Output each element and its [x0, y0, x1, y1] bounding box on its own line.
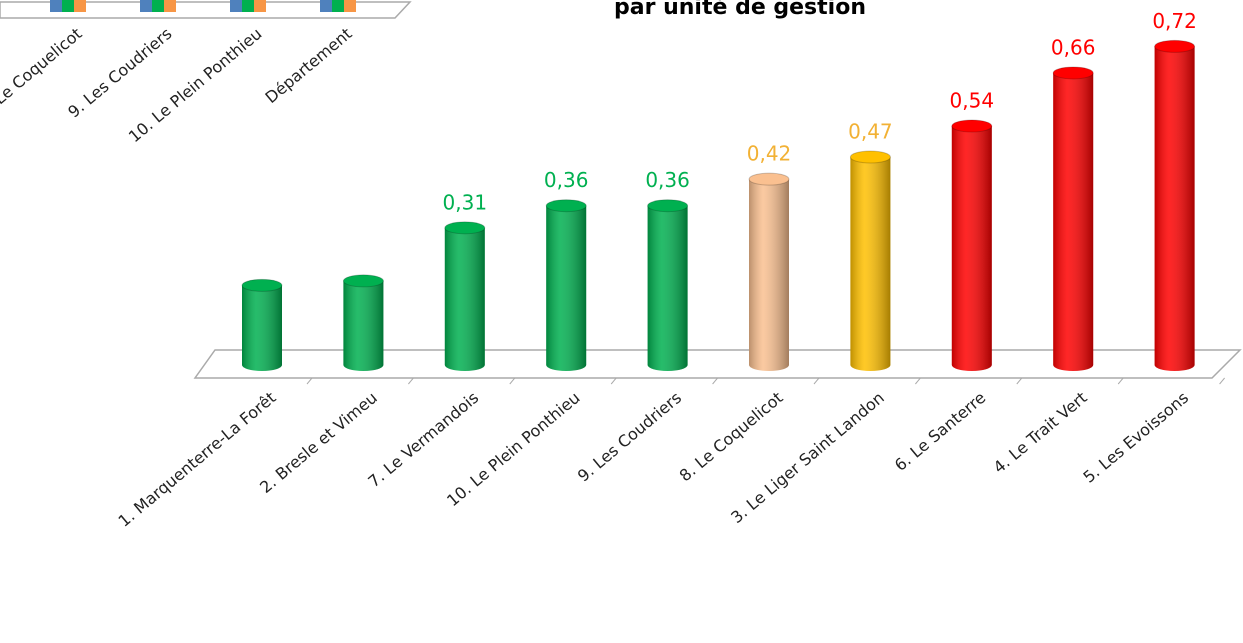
x-tick-label: 5. Les Evoissons: [1079, 388, 1192, 487]
bar-shade: [546, 205, 587, 371]
floor: [0, 1, 412, 19]
bar: [1052, 66, 1094, 371]
tick-mark: [915, 377, 921, 385]
bar-shade: [749, 179, 789, 371]
bar-top: [951, 119, 993, 133]
bar-shade: [850, 157, 891, 371]
bar: [748, 172, 790, 371]
value-label: 0,36: [645, 168, 690, 192]
value-label: 0,54: [950, 89, 995, 113]
tick-mark: [813, 377, 820, 385]
bar-shade: [951, 126, 992, 371]
bar-shade: [1053, 72, 1094, 371]
bar-top: [647, 199, 689, 213]
x-tick-label: 4. Le Trait Vert: [990, 388, 1091, 477]
bar-top: [444, 221, 486, 235]
tick-mark: [712, 377, 718, 385]
bar-top: [1154, 39, 1196, 53]
partial-bars: [50, 0, 356, 12]
tick-mark: [408, 377, 414, 385]
bar-shade: [242, 285, 282, 371]
value-label: 0,31: [443, 190, 488, 214]
tick-mark: [1016, 377, 1023, 385]
bar: [241, 278, 283, 371]
bar-top: [748, 172, 790, 186]
bar-shade: [1154, 46, 1195, 372]
chart-title: par unité de gestion: [614, 0, 866, 20]
bar-top: [1052, 66, 1094, 80]
bar: [342, 274, 384, 371]
x-tick-label: Département: [262, 24, 356, 107]
bar-top: [849, 150, 891, 164]
bar: [951, 119, 993, 371]
value-label: 0,42: [747, 142, 792, 166]
bar: [545, 199, 587, 371]
bar-shade: [647, 205, 688, 371]
tick-mark: [509, 377, 516, 385]
x-tick-label: 8. Le Coquelicot: [676, 388, 787, 485]
bar-shade: [444, 227, 485, 371]
tick-mark: [306, 377, 313, 385]
value-label: 0,47: [848, 120, 893, 144]
bar-shade: [343, 280, 384, 371]
tick-mark: [610, 377, 617, 385]
value-label: 0,72: [1152, 9, 1197, 33]
x-tick-label: 6. Le Santerre: [891, 388, 989, 475]
bar: [849, 150, 891, 371]
x-tick-label: 1. Marquenterre-La Forêt: [115, 388, 280, 531]
bar: [1154, 39, 1196, 372]
tick-mark: [1117, 377, 1124, 385]
tick-mark: [1219, 377, 1225, 385]
x-tick-label: 7. Le Vermandois: [364, 388, 482, 491]
x-tick-label: 9. Les Coudriers: [574, 388, 685, 486]
value-label: 0,36: [544, 168, 589, 192]
bar-top: [241, 278, 283, 292]
bar-top: [545, 199, 587, 213]
bar-top: [342, 274, 384, 288]
bar: [444, 221, 486, 371]
value-label: 0,66: [1051, 35, 1096, 59]
bar: [647, 199, 689, 371]
